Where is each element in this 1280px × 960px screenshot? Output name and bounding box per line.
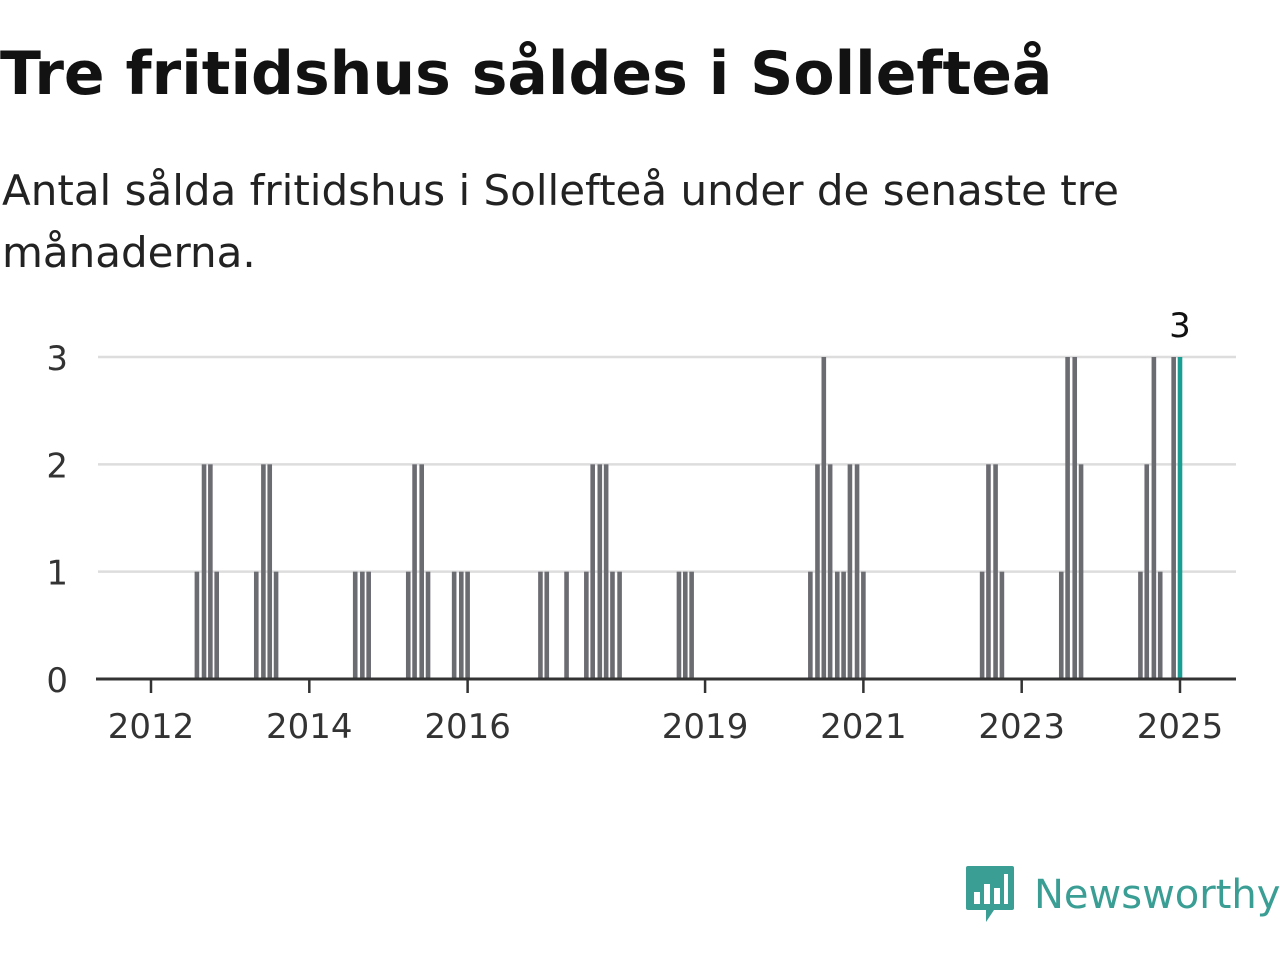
- bar: [366, 571, 371, 679]
- bar: [419, 464, 425, 679]
- bar: [1157, 571, 1163, 679]
- y-tick-label: 0: [46, 661, 68, 701]
- bar: [815, 464, 820, 679]
- bar: [273, 571, 279, 679]
- bar: [1078, 464, 1084, 679]
- chart-title: Tre fritidshus såldes i Sollefteå: [0, 39, 1053, 109]
- bar-highlight: [1177, 357, 1183, 679]
- x-tick-label: 2016: [424, 707, 511, 747]
- newsworthy-bar-chart-logo-icon: [966, 866, 1014, 922]
- bar: [425, 571, 431, 679]
- bar: [986, 464, 991, 679]
- y-tick-label: 2: [46, 446, 68, 486]
- bar-chart: 0 1 2 3 2012 2014 2016 2019 2021 2023 2025 3: [46, 306, 1236, 747]
- bar: [854, 464, 860, 679]
- bar: [1151, 357, 1157, 679]
- bar: [821, 357, 827, 679]
- bar: [808, 571, 813, 679]
- brand-name: Newsworthy: [1034, 872, 1280, 918]
- bar: [405, 571, 411, 679]
- bar: [352, 571, 358, 679]
- bar: [1072, 357, 1078, 679]
- x-axis: 2012 2014 2016 2019 2021 2023 2025: [96, 677, 1236, 747]
- bar: [1058, 571, 1064, 679]
- bar: [267, 464, 273, 679]
- bar: [979, 571, 985, 679]
- bar: [597, 464, 603, 679]
- x-tick-label: 2025: [1137, 707, 1224, 747]
- bar: [676, 571, 682, 679]
- bar: [194, 571, 200, 679]
- bar: [610, 571, 615, 679]
- data-labels: 3: [1169, 306, 1191, 346]
- bar: [689, 571, 694, 679]
- x-tick-label: 2023: [978, 707, 1065, 747]
- bar: [861, 571, 866, 679]
- bar: [253, 571, 259, 679]
- newsworthy-logo: Newsworthy: [964, 864, 1280, 926]
- bar: [847, 464, 853, 679]
- x-tick-label: 2019: [662, 707, 749, 747]
- bar: [1065, 357, 1070, 679]
- bar: [360, 571, 365, 679]
- bar: [458, 571, 464, 679]
- x-tick-label: 2012: [108, 707, 195, 747]
- bar: [465, 571, 470, 679]
- x-tick-label: 2014: [266, 707, 353, 747]
- bar: [841, 571, 846, 679]
- y-tick-label: 3: [46, 339, 68, 379]
- bar: [208, 464, 213, 679]
- bars: [194, 357, 1183, 679]
- bar: [1171, 357, 1176, 679]
- bar: [603, 464, 609, 679]
- bar: [214, 571, 219, 679]
- y-tick-label: 1: [46, 554, 68, 594]
- bar: [564, 571, 569, 679]
- bar: [617, 571, 622, 679]
- bar: [412, 464, 417, 679]
- bar: [451, 571, 457, 679]
- bar: [993, 464, 998, 679]
- bar: [827, 464, 833, 679]
- bar: [834, 571, 840, 679]
- bar: [999, 571, 1005, 679]
- bar: [1138, 571, 1143, 679]
- chart-subtitle: Antal sålda fritidshus i Sollefteå under…: [2, 166, 1119, 277]
- bar: [261, 464, 266, 679]
- bar: [538, 571, 543, 679]
- bar: [201, 464, 207, 679]
- bar: [682, 571, 688, 679]
- bar: [584, 571, 589, 679]
- bar: [544, 571, 550, 679]
- x-tick-label: 2021: [820, 707, 907, 747]
- bar: [1144, 464, 1150, 679]
- bar: [590, 464, 595, 679]
- highlight-value-label: 3: [1169, 306, 1191, 346]
- y-axis-ticks: 0 1 2 3: [46, 339, 68, 701]
- gridlines: [98, 355, 1236, 573]
